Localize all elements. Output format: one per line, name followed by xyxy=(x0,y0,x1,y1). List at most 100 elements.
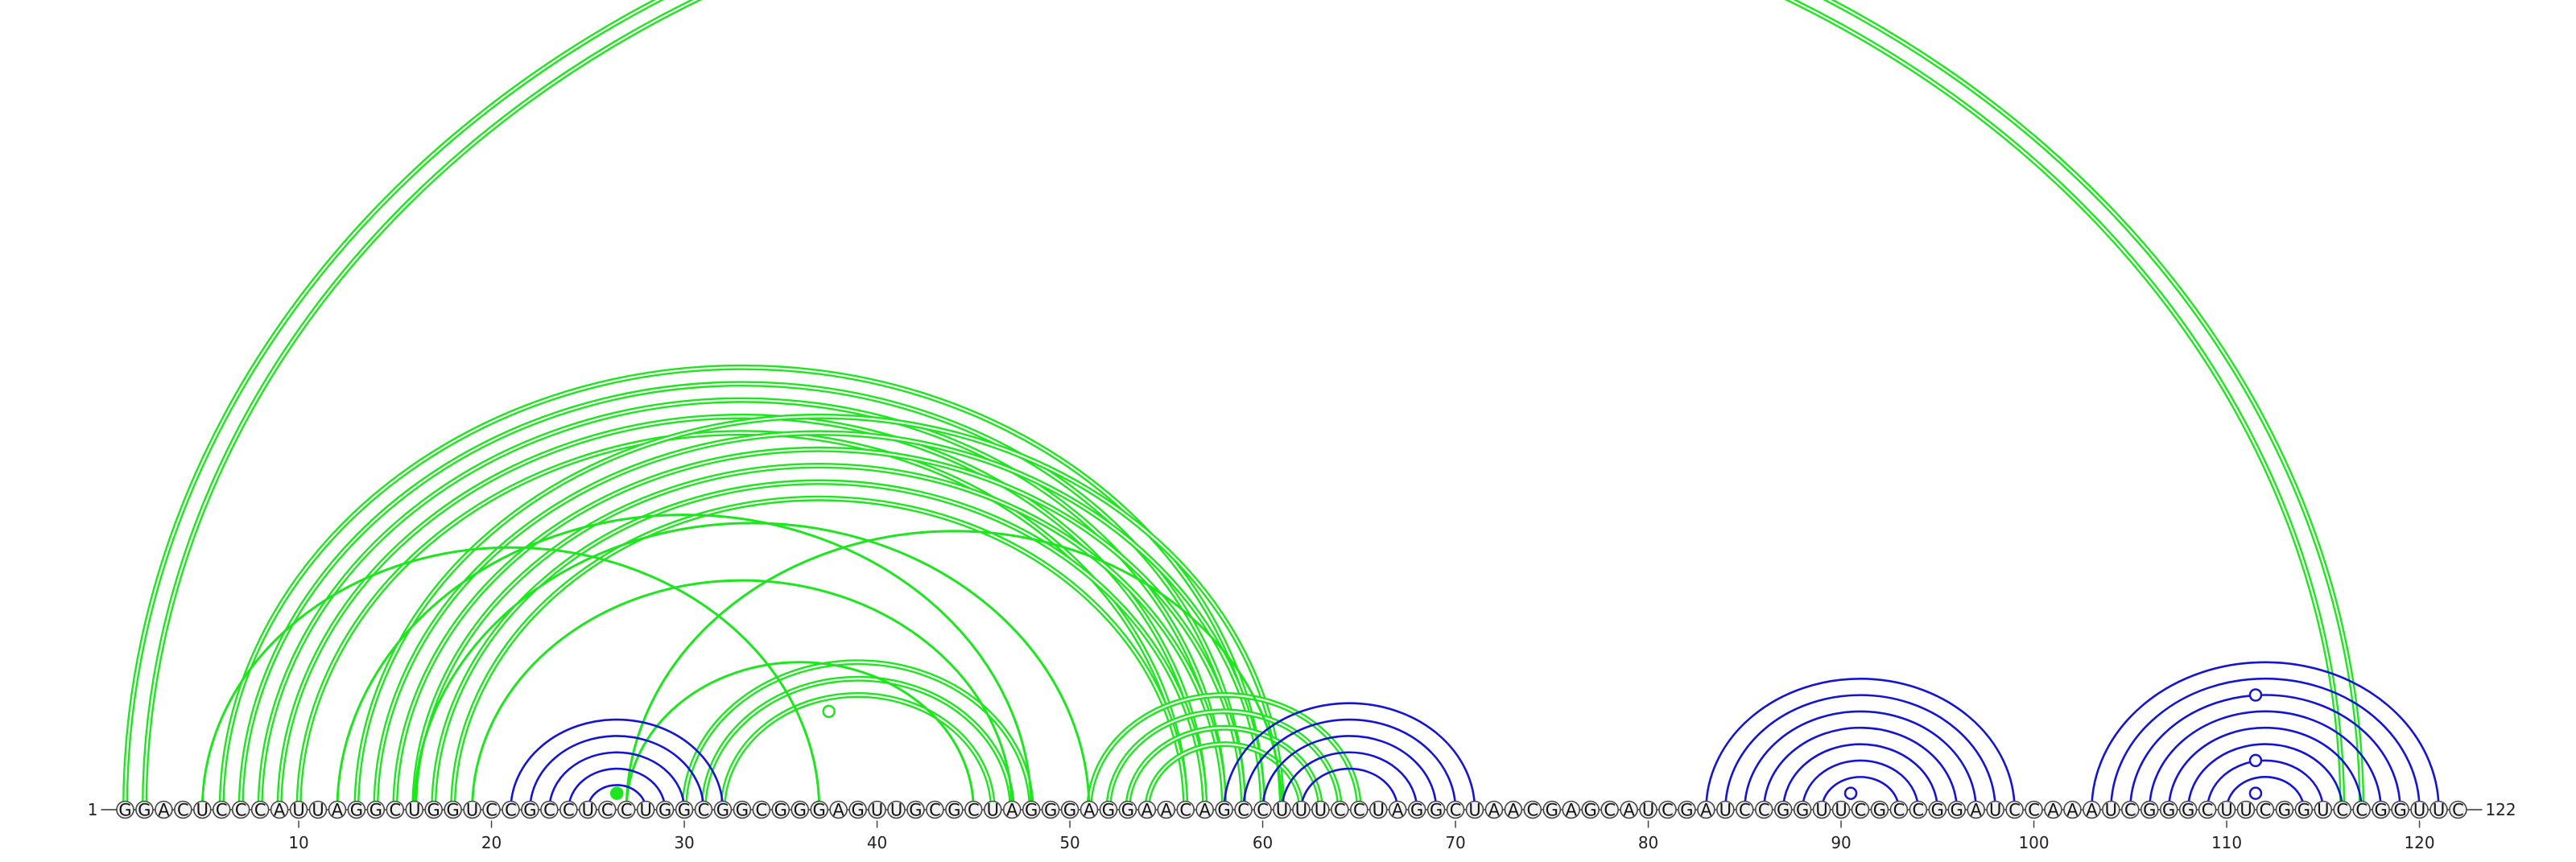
nucleotide-122: C xyxy=(2449,801,2467,820)
nucleotide-letter: C xyxy=(1855,801,1867,820)
nucleotide-116: C xyxy=(2333,801,2352,820)
nucleotide-letter: G xyxy=(2162,801,2175,820)
nucleotide-7: C xyxy=(231,801,250,820)
nucleotide-letter: G xyxy=(678,801,691,820)
nucleotide-letter: C xyxy=(389,801,401,820)
nucleotide-96: G xyxy=(1947,801,1967,820)
nucleotide-115: U xyxy=(2314,801,2333,820)
arc-blue-107-117 xyxy=(2167,726,2363,810)
nucleotide-53: G xyxy=(1118,801,1137,820)
nucleotide-90: U xyxy=(1831,801,1851,820)
nucleotide-56: C xyxy=(1176,801,1195,820)
nucleotide-letter: G xyxy=(1121,801,1134,820)
nucleotide-28: U xyxy=(636,801,655,820)
tick-100: 100 xyxy=(2018,820,2050,852)
nucleotide-letter: A xyxy=(1508,801,1520,820)
arc-blue-109-115 xyxy=(2206,759,2325,810)
nucleotide-letter: G xyxy=(909,801,922,820)
nucleotide-20: C xyxy=(482,801,501,820)
nucleotide-50: G xyxy=(1060,801,1080,820)
nucleotide-52: G xyxy=(1099,801,1118,820)
nucleotide-83: A xyxy=(1697,801,1715,820)
nucleotide-letter: G xyxy=(2393,801,2406,820)
nucleotide-letter: U xyxy=(582,801,594,820)
arc-green-1-117 xyxy=(122,0,2365,810)
nucleotide-letter: C xyxy=(1353,801,1365,820)
nucleotide-letter: A xyxy=(2086,801,2098,820)
pair-marker-1 xyxy=(822,704,836,719)
nucleotide-72: A xyxy=(1484,801,1504,820)
arc-green-thin-27-61 xyxy=(625,530,1283,810)
tick-30: 30 xyxy=(674,820,695,852)
nucleotide-letter: C xyxy=(1179,801,1191,820)
arc-green-thin-12-48 xyxy=(336,513,1033,810)
nucleotide-113: G xyxy=(2275,801,2294,820)
nucleotide-letter: A xyxy=(1161,801,1173,820)
nucleotide-letter: C xyxy=(621,801,633,820)
nucleotide-letter: C xyxy=(1662,801,1674,820)
nucleotide-letter: C xyxy=(2008,801,2021,820)
arc-green-7-59 xyxy=(237,381,1247,810)
nucleotide-17: G xyxy=(424,801,444,820)
arc-green-thin-5-37 xyxy=(200,546,821,810)
pair-marker-4 xyxy=(2248,753,2263,768)
nucleotide-5: U xyxy=(193,801,212,820)
nucleotide-letter: C xyxy=(2336,801,2348,820)
nucleotide-letter: G xyxy=(1063,801,1076,820)
nucleotide-80: U xyxy=(1639,801,1657,820)
tick-label: 100 xyxy=(2018,833,2049,852)
nucleotide-41: U xyxy=(887,801,906,820)
nucleotide-60: C xyxy=(1253,801,1272,820)
arc-green-18-56 xyxy=(450,495,1189,810)
nucleotide-31: C xyxy=(694,801,713,820)
nucleotide-letter: G xyxy=(1218,801,1231,820)
nucleotide-63: U xyxy=(1311,801,1330,820)
nucleotide-letter: G xyxy=(1410,801,1423,820)
arc-blue-61-68 xyxy=(1281,751,1418,810)
arc-blue-87-95 xyxy=(1781,743,1939,810)
nucleotide-19: U xyxy=(463,801,481,820)
nucleotide-letter: C xyxy=(1758,801,1770,820)
nucleotide-letter: G xyxy=(1584,801,1597,820)
nucleotide-93: C xyxy=(1889,801,1909,820)
nucleotide-letter: G xyxy=(447,801,460,820)
nucleotide-letter: C xyxy=(698,801,710,820)
start-index-label: 1 xyxy=(88,800,98,819)
nucleotide-77: G xyxy=(1581,801,1600,820)
arc-green-2-116 xyxy=(141,0,2346,810)
nucleotide-69: G xyxy=(1426,801,1446,820)
nucleotide-letter: C xyxy=(216,801,228,820)
nucleotide-letter: C xyxy=(968,801,980,820)
nucleotide-letter: U xyxy=(871,801,883,820)
nucleotide-18: G xyxy=(444,801,462,820)
nucleotide-51: A xyxy=(1080,801,1099,820)
nucleotide-letter: C xyxy=(505,801,517,820)
nucleotide-22: G xyxy=(521,801,539,820)
arc-green-32-46 xyxy=(720,692,996,810)
arc-blue-88-94 xyxy=(1801,759,1920,810)
nucleotide-25: U xyxy=(578,801,597,820)
tick-120: 120 xyxy=(2404,820,2435,852)
nucleotide-letter: G xyxy=(427,801,440,820)
nucleotide-91: C xyxy=(1851,801,1870,820)
nucleotide-114: G xyxy=(2294,801,2314,820)
nucleotide-letter: G xyxy=(1044,801,1057,820)
pair-marker-2 xyxy=(1843,786,1858,800)
nucleotide-letter: G xyxy=(774,801,787,820)
nucleotide-13: G xyxy=(347,801,366,820)
nucleotide-105: C xyxy=(2121,801,2140,820)
nucleotide-43: C xyxy=(926,801,944,820)
nucleotide-letter: U xyxy=(1295,801,1307,820)
nucleotide-letter: U xyxy=(292,801,304,820)
nucleotide-35: G xyxy=(771,801,791,820)
nucleotide-101: A xyxy=(2044,801,2062,820)
nucleotide-87: G xyxy=(1773,801,1793,820)
nucleotide-letter: C xyxy=(2028,801,2040,820)
end-index-label: 122 xyxy=(2485,800,2516,819)
nucleotide-61: U xyxy=(1273,801,1291,820)
nucleotide-letter: G xyxy=(813,801,826,820)
nucleotide-64: C xyxy=(1331,801,1349,820)
nucleotide-33: G xyxy=(733,801,752,820)
arc-blue-105-119 xyxy=(2129,694,2401,810)
